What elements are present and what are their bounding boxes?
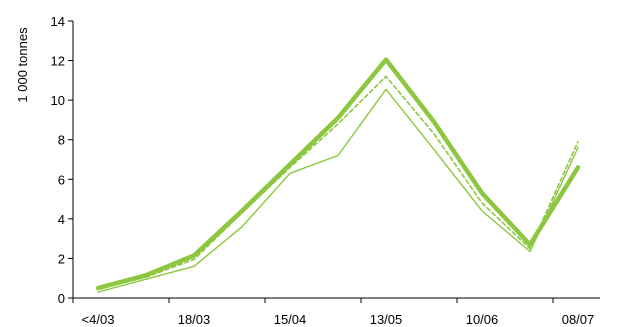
x-tick-label: 18/03 xyxy=(178,312,211,327)
series-line-thick xyxy=(95,57,581,291)
series-line-dashed xyxy=(97,75,579,290)
x-tick-label: 10/06 xyxy=(466,312,499,327)
series-layer xyxy=(95,57,581,293)
tick-labels: 0 2 4 6 8 10 12 14 <4/03 18/03 15/04 13/05 10/06 08/0… xyxy=(51,14,595,327)
y-tick-label: 6 xyxy=(58,172,65,187)
x-tick-label: 13/05 xyxy=(370,312,403,327)
x-tick-label: <4/03 xyxy=(82,312,115,327)
y-tick-label: 10 xyxy=(51,93,65,108)
y-tick-label: 12 xyxy=(51,54,65,69)
y-tick-label: 14 xyxy=(51,14,65,29)
y-axis-title: 1 000 tonnes xyxy=(15,27,30,103)
series-line-thin xyxy=(97,88,579,293)
y-tick-label: 2 xyxy=(58,251,65,266)
y-tick-label: 4 xyxy=(58,212,65,227)
x-tick-label: 08/07 xyxy=(562,312,595,327)
y-tick-label: 0 xyxy=(58,291,65,306)
y-tick-label: 8 xyxy=(58,133,65,148)
x-tick-label: 15/04 xyxy=(274,312,307,327)
chart-axes xyxy=(68,20,600,303)
